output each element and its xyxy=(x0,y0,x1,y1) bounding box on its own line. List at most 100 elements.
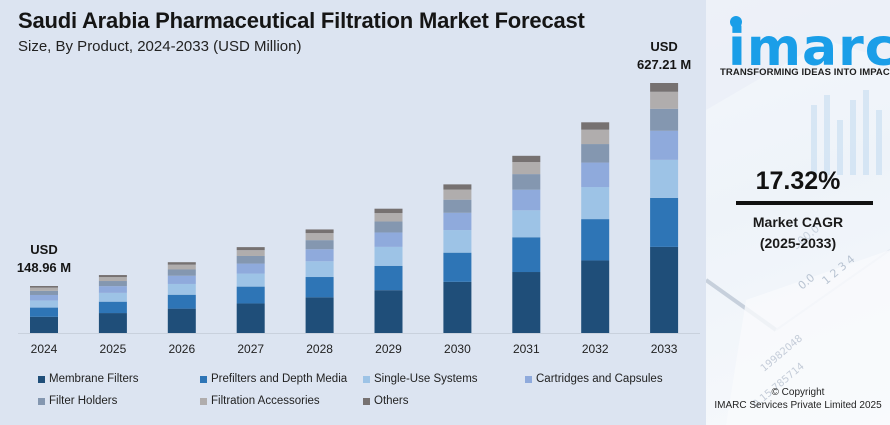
x-tick-label: 2025 xyxy=(100,342,127,356)
bar-segment-prefilters-and-depth-media-2029 xyxy=(374,265,403,291)
bar-segment-others-2027 xyxy=(236,247,265,251)
logo-wordmark: imarc xyxy=(728,18,890,78)
bar-segment-cartridges-and-capsules-2029 xyxy=(374,232,403,247)
legend-label: Membrane Filters xyxy=(49,373,139,385)
legend-item: Membrane Filters xyxy=(38,373,138,385)
legend-swatch xyxy=(38,375,45,383)
data-label-value: 148.96 M xyxy=(17,260,71,275)
bar-segment-single-use-systems-2028 xyxy=(305,261,334,278)
bar-segment-cartridges-and-capsules-2025 xyxy=(98,286,127,293)
bar-segment-prefilters-and-depth-media-2033 xyxy=(650,197,679,247)
bar-segment-filter-holders-2031 xyxy=(512,174,541,190)
bar-segment-others-2025 xyxy=(98,275,127,278)
legend-label: Filter Holders xyxy=(49,395,118,407)
legend-swatch xyxy=(38,397,45,405)
legend-label: Others xyxy=(374,395,409,407)
bar-segment-cartridges-and-capsules-2032 xyxy=(581,162,610,188)
bar-segment-single-use-systems-2032 xyxy=(581,187,610,220)
bar-segment-cartridges-and-capsules-2026 xyxy=(167,275,196,284)
chart-subtitle: Size, By Product, 2024-2033 (USD Million… xyxy=(18,38,302,55)
bar-segment-cartridges-and-capsules-2031 xyxy=(512,189,541,211)
bar-segment-single-use-systems-2026 xyxy=(167,283,196,295)
legend-item: Filter Holders xyxy=(38,395,117,407)
legend-item: Prefilters and Depth Media xyxy=(200,373,347,385)
bar-segment-others-2031 xyxy=(512,155,541,163)
bar-segment-cartridges-and-capsules-2024 xyxy=(30,294,58,301)
bar-segment-filter-holders-2032 xyxy=(581,144,610,163)
bar-segment-membrane-filters-2028 xyxy=(305,297,334,333)
bar-segment-filter-holders-2030 xyxy=(443,199,472,213)
legend-item: Filtration Accessories xyxy=(200,395,320,407)
legend-item: Others xyxy=(363,395,409,407)
bar-segment-filtration-accessories-2026 xyxy=(167,264,196,270)
bar-segment-filtration-accessories-2030 xyxy=(443,189,472,200)
bar-segment-prefilters-and-depth-media-2032 xyxy=(581,219,610,261)
bar-segment-prefilters-and-depth-media-2024 xyxy=(30,307,58,317)
x-tick-label: 2032 xyxy=(582,342,609,356)
legend-swatch xyxy=(200,375,207,383)
copyright: © Copyright IMARC Services Private Limit… xyxy=(706,386,890,412)
bar-segment-prefilters-and-depth-media-2026 xyxy=(167,294,196,309)
bar-segment-filtration-accessories-2025 xyxy=(98,277,127,282)
logo-dot-icon xyxy=(730,16,742,28)
bar-segment-filtration-accessories-2033 xyxy=(650,91,679,109)
cagr-label-text: Market CAGR xyxy=(752,214,844,230)
bar-segment-cartridges-and-capsules-2028 xyxy=(305,249,334,262)
bar-segment-single-use-systems-2029 xyxy=(374,246,403,266)
cagr-divider xyxy=(736,201,873,205)
bar-segment-single-use-systems-2025 xyxy=(98,292,127,302)
bar-segment-others-2024 xyxy=(30,286,58,288)
brand-panel: 0.0 1 2 3 4 500.0 19982048 0.15 785714 i… xyxy=(706,0,890,425)
legend-swatch xyxy=(363,375,370,383)
bar-segment-filtration-accessories-2028 xyxy=(305,233,334,241)
bar-segment-cartridges-and-capsules-2033 xyxy=(650,130,679,160)
legend-swatch xyxy=(525,375,532,383)
data-label-value: 627.21 M xyxy=(637,57,691,72)
x-tick-label: 2033 xyxy=(651,342,678,356)
bar-segment-filtration-accessories-2027 xyxy=(236,250,265,256)
x-tick-label: 2029 xyxy=(375,342,402,356)
brand-tagline: TRANSFORMING IDEAS INTO IMPACT xyxy=(720,67,890,78)
bar-segment-filtration-accessories-2031 xyxy=(512,162,541,175)
bar-segment-membrane-filters-2033 xyxy=(650,246,679,333)
bar-segment-membrane-filters-2025 xyxy=(98,313,127,333)
bar-segment-filter-holders-2025 xyxy=(98,281,127,287)
bar-segment-filter-holders-2028 xyxy=(305,240,334,250)
chart-legend: Membrane Filters Prefilters and Depth Med… xyxy=(38,373,698,417)
x-tick-label: 2028 xyxy=(306,342,333,356)
bar-segment-filter-holders-2024 xyxy=(30,290,58,295)
bar-segment-membrane-filters-2030 xyxy=(443,281,472,333)
bar-segment-filtration-accessories-2024 xyxy=(30,287,58,291)
legend-label: Single-Use Systems xyxy=(374,373,478,385)
legend-label: Prefilters and Depth Media xyxy=(211,373,348,385)
bar-segment-others-2029 xyxy=(374,208,403,214)
bar-segment-single-use-systems-2027 xyxy=(236,273,265,287)
data-label-currency: USD xyxy=(650,39,677,54)
bar-segment-membrane-filters-2024 xyxy=(30,316,58,333)
bar-segment-membrane-filters-2031 xyxy=(512,272,541,333)
bar-segment-cartridges-and-capsules-2030 xyxy=(443,212,472,231)
bar-segment-others-2032 xyxy=(581,122,610,130)
cagr-period: (2025-2033) xyxy=(759,235,837,251)
bar-segment-cartridges-and-capsules-2027 xyxy=(236,263,265,274)
bar-segment-filtration-accessories-2032 xyxy=(581,129,610,145)
bar-segment-filter-holders-2029 xyxy=(374,221,403,233)
bar-segment-others-2033 xyxy=(650,83,679,92)
bar-segment-membrane-filters-2027 xyxy=(236,303,265,333)
legend-item: Cartridges and Capsules xyxy=(525,373,663,385)
bar-segment-others-2028 xyxy=(305,229,334,234)
copyright-line-2: IMARC Services Private Limited 2025 xyxy=(714,400,882,411)
bar-segment-membrane-filters-2032 xyxy=(581,260,610,333)
chart-panel: Saudi Arabia Pharmaceutical Filtration M… xyxy=(16,8,700,417)
bar-segment-filter-holders-2033 xyxy=(650,108,679,131)
bar-segment-single-use-systems-2030 xyxy=(443,230,472,253)
x-tick-label: 2031 xyxy=(513,342,540,356)
bar-segment-single-use-systems-2031 xyxy=(512,210,541,238)
bar-segment-membrane-filters-2026 xyxy=(167,308,196,333)
legend-swatch xyxy=(363,397,370,405)
legend-swatch xyxy=(200,397,207,405)
bar-segment-prefilters-and-depth-media-2027 xyxy=(236,286,265,304)
legend-label: Cartridges and Capsules xyxy=(536,373,663,385)
data-label-currency: USD xyxy=(30,242,57,257)
chart-title: Saudi Arabia Pharmaceutical Filtration M… xyxy=(18,8,585,33)
